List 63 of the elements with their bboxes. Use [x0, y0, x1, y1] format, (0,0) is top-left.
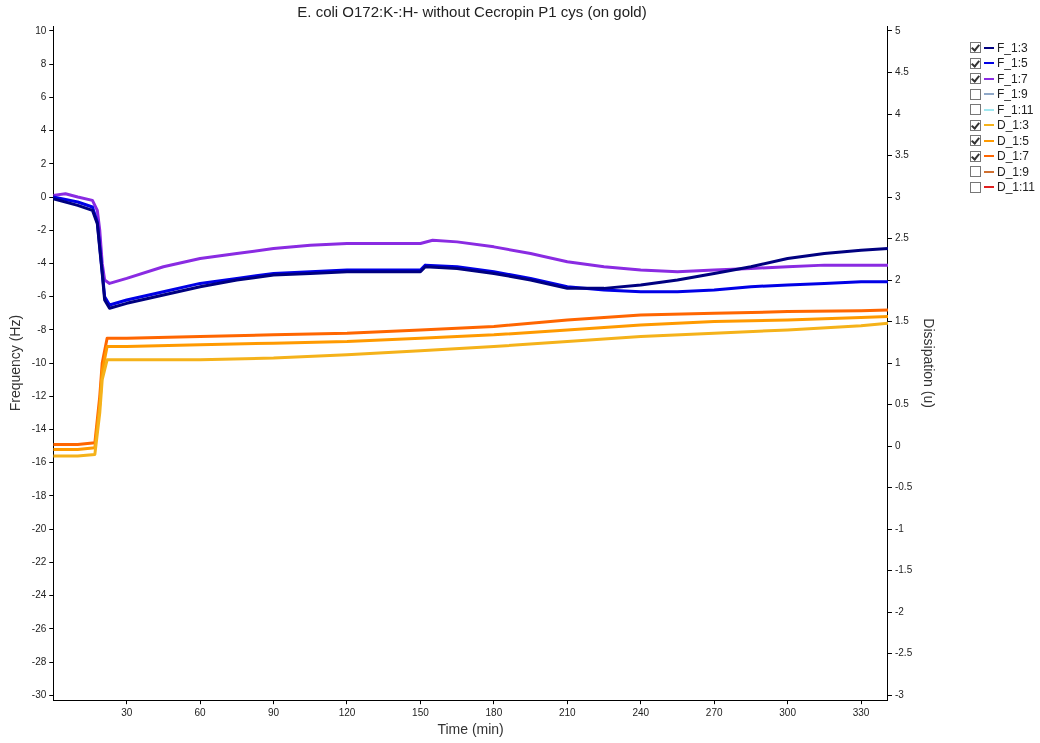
legend-label: F_1:3: [997, 40, 1028, 55]
y2-tick-label: -2.5: [894, 647, 913, 659]
y-tick-label: 0: [40, 190, 47, 202]
y-tick-label: 2: [40, 157, 47, 169]
y2-tick-label: -3: [894, 688, 905, 700]
y2-tick-label: 4.5: [894, 66, 910, 78]
x-tick-label: 30: [121, 706, 133, 718]
y2-tick-label: 1: [894, 356, 901, 368]
x-tick-label: 330: [852, 706, 870, 718]
y2-tick-label: 2.5: [894, 232, 910, 244]
y2-tick-label: 0.5: [894, 398, 910, 410]
y-tick-label: -24: [31, 589, 47, 601]
x-axis-title: Time (min): [437, 721, 504, 738]
y-tick-label: -30: [31, 688, 47, 700]
y2-tick-label: 0: [894, 439, 901, 451]
y-tick-label: 4: [40, 124, 47, 136]
y-tick-label: 8: [40, 57, 47, 69]
x-tick-label: 210: [558, 706, 577, 718]
x-tick-label: 240: [632, 706, 650, 718]
legend-label: D_1:11: [997, 180, 1035, 195]
y-tick-label: -26: [31, 622, 47, 634]
y2-tick-label: -0.5: [894, 481, 913, 493]
chart-title: E. coli O172:K-:H- without Cecropin P1 cys (on gold): [297, 3, 647, 21]
y-tick-label: -18: [31, 489, 47, 501]
x-tick-label: 180: [485, 706, 503, 718]
x-tick-label: 60: [194, 706, 207, 718]
y2-tick-label: 1.5: [894, 315, 910, 327]
legend-label: D_1:3: [997, 118, 1030, 133]
y-tick-label: -20: [31, 522, 47, 534]
legend-label: D_1:7: [997, 149, 1030, 164]
y2-tick-label: 4: [894, 107, 901, 119]
legend-label: F_1:5: [997, 56, 1028, 71]
y-tick-label: -2: [37, 224, 47, 235]
y2-tick-label: 2: [894, 273, 901, 285]
x-tick-label: 150: [412, 706, 430, 718]
y-tick-label: 10: [35, 24, 47, 36]
y2-tick-label: -2: [894, 605, 905, 617]
y-tick-label: 6: [40, 91, 47, 103]
x-tick-label: 90: [268, 706, 280, 718]
y-tick-label: -6: [37, 290, 47, 302]
y2-axis-title: Dissipation (u): [920, 318, 937, 408]
x-tick-label: 120: [338, 706, 356, 718]
legend-label: F_1:7: [997, 71, 1028, 86]
legend-label: D_1:9: [997, 164, 1030, 179]
y-tick-label: -4: [37, 257, 47, 269]
y-tick-label: -28: [31, 655, 47, 667]
y-tick-label: -12: [31, 390, 47, 402]
y-tick-label: -14: [31, 423, 47, 435]
y2-tick-label: 3.5: [894, 149, 910, 161]
y-axis-title: Frequency (Hz): [7, 314, 24, 412]
y-tick-label: -8: [37, 323, 47, 335]
x-tick-label: 270: [705, 706, 723, 718]
y2-tick-label: -1: [894, 522, 905, 534]
legend-label: D_1:5: [997, 133, 1030, 148]
y-tick-label: -16: [31, 456, 47, 468]
legend-label: F_1:9: [997, 87, 1028, 102]
y2-tick-label: 5: [894, 24, 901, 36]
y2-tick-label: 3: [894, 190, 901, 202]
y2-tick-label: -1.5: [894, 564, 913, 576]
legend-label: F_1:11: [997, 102, 1034, 117]
y-tick-label: -10: [31, 356, 47, 368]
y-tick-label: -22: [31, 556, 47, 568]
x-tick-label: 300: [779, 706, 797, 718]
